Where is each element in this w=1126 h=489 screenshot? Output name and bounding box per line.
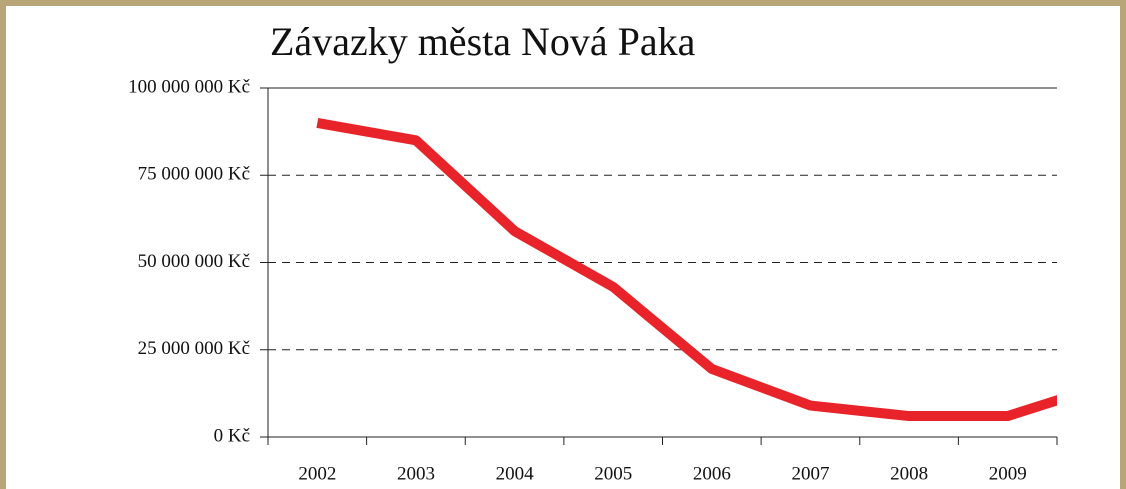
y-tick-label: 100 000 000 Kč (128, 76, 250, 97)
x-tick-label: 2009 (989, 463, 1027, 484)
y-tick-label: 25 000 000 Kč (138, 338, 250, 359)
y-tick-label: 75 000 000 Kč (138, 164, 250, 185)
y-tick-label: 0 Kč (214, 425, 250, 446)
x-tick-label: 2004 (496, 463, 535, 484)
chart-title: Závazky města Nová Paka (270, 19, 696, 64)
x-tick-label: 2003 (397, 463, 435, 484)
x-tick-label: 2002 (298, 463, 336, 484)
y-tick-label: 50 000 000 Kč (138, 251, 250, 272)
x-tick-label: 2006 (693, 463, 731, 484)
x-tick-label: 2005 (594, 463, 632, 484)
x-tick-label: 2008 (890, 463, 928, 484)
data-line (316, 117, 1057, 422)
x-tick-label: 2007 (791, 463, 829, 484)
